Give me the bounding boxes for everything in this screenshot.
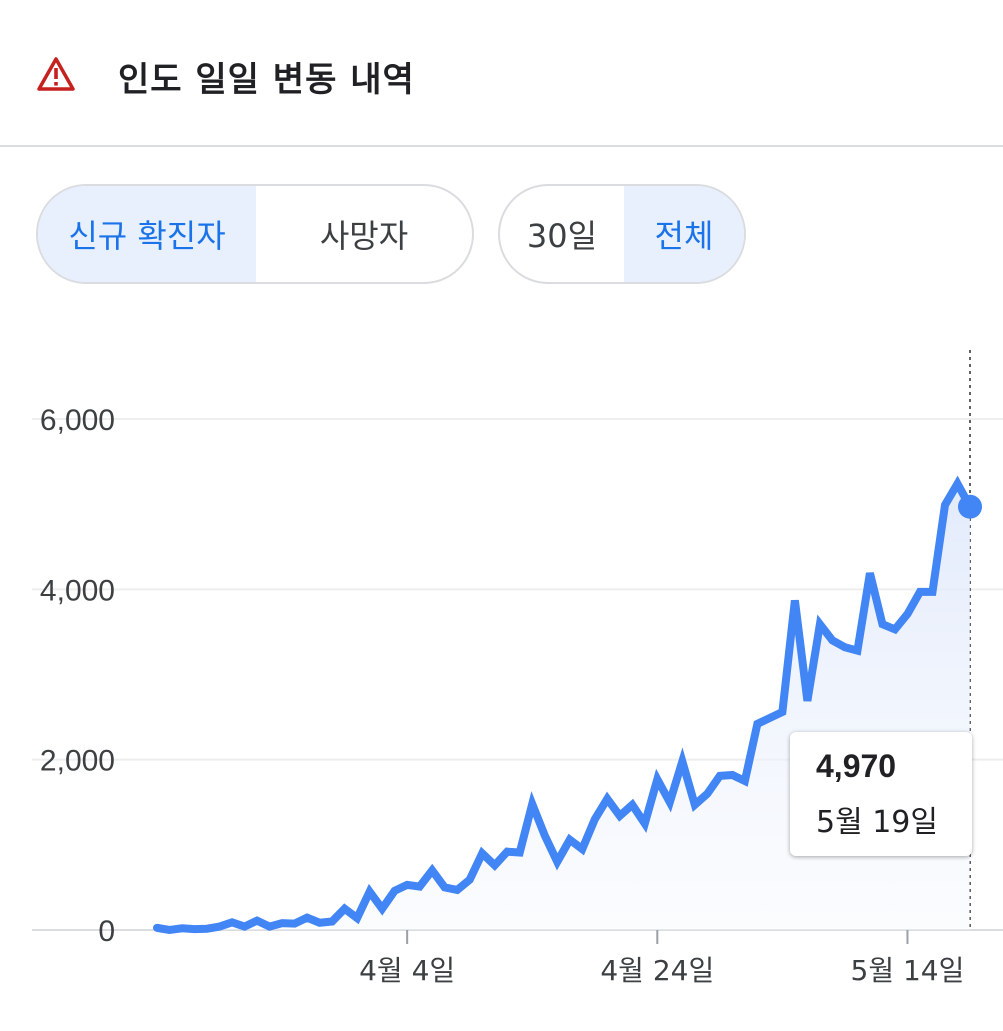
data-point	[480, 851, 484, 855]
data-point	[893, 627, 897, 631]
data-point	[293, 922, 297, 926]
data-point	[318, 921, 322, 925]
tooltip-value: 4,970	[816, 748, 897, 784]
data-point	[643, 822, 647, 826]
data-point	[555, 860, 559, 864]
tab-new-cases[interactable]: 신규 확진자	[38, 186, 256, 282]
data-point	[855, 649, 859, 653]
data-point	[568, 838, 572, 842]
data-point	[368, 890, 372, 894]
x-tick-label: 4월 24일	[600, 954, 714, 987]
data-point	[630, 803, 634, 807]
series-line	[153, 475, 974, 935]
tab-30-days[interactable]: 30일	[526, 217, 598, 255]
data-point	[818, 622, 822, 626]
data-point	[718, 774, 722, 778]
data-point	[768, 716, 772, 720]
data-point	[205, 927, 209, 931]
data-point	[255, 919, 259, 923]
data-point	[780, 710, 784, 714]
y-tick-label: 6,000	[40, 404, 115, 437]
data-point	[393, 889, 397, 893]
data-point	[793, 598, 797, 602]
data-point	[593, 817, 597, 821]
data-point	[868, 571, 872, 575]
data-point	[218, 925, 222, 929]
data-point	[755, 722, 759, 726]
data-point	[943, 503, 947, 507]
data-point	[443, 885, 447, 889]
data-point	[155, 926, 159, 930]
x-tick-label: 5월 14일	[851, 954, 965, 987]
data-point	[343, 907, 347, 911]
tab-deaths[interactable]: 사망자	[319, 217, 409, 255]
data-point	[668, 800, 672, 804]
tab-all[interactable]: 전체	[624, 186, 744, 282]
data-point	[168, 928, 172, 932]
data-point	[705, 792, 709, 796]
data-point	[430, 868, 434, 872]
chart-tooltip: 4,970 5월 19일	[790, 732, 972, 856]
data-point	[880, 622, 884, 626]
data-point	[830, 638, 834, 642]
data-point	[530, 802, 534, 806]
data-point	[418, 885, 422, 889]
data-point	[655, 777, 659, 781]
header-divider	[0, 145, 1003, 147]
y-tick-label: 0	[98, 915, 115, 948]
data-point	[693, 803, 697, 807]
data-point	[405, 883, 409, 887]
y-tick-label: 4,000	[40, 574, 115, 607]
y-tick-label: 2,000	[40, 745, 115, 778]
data-point	[330, 919, 334, 923]
highlight-point	[958, 494, 982, 519]
x-tick-label: 4월 4일	[359, 954, 455, 987]
data-point	[618, 814, 622, 818]
data-point	[930, 590, 934, 594]
data-point	[605, 797, 609, 801]
series-area	[157, 483, 970, 930]
cases-chart[interactable]: 0 2,000 4,000 6,000 4월 4일 4월 24일 5월 14일	[0, 330, 1003, 1020]
data-point	[680, 759, 684, 763]
data-point	[180, 926, 184, 930]
warning-triangle-icon	[36, 56, 76, 92]
data-point	[843, 645, 847, 649]
tooltip-date: 5월 19일	[816, 805, 938, 840]
data-point	[193, 927, 197, 931]
data-point	[518, 850, 522, 854]
metric-toggle: 신규 확진자 사망자	[36, 184, 474, 284]
data-point	[355, 916, 359, 920]
data-point	[493, 863, 497, 867]
data-point	[955, 482, 959, 486]
range-toggle: 30일 전체	[498, 184, 746, 284]
data-point	[580, 847, 584, 851]
data-point	[268, 925, 272, 929]
data-point	[305, 916, 309, 920]
data-point	[468, 878, 472, 882]
data-point	[543, 833, 547, 837]
data-point	[743, 779, 747, 783]
data-point	[243, 925, 247, 929]
data-point	[805, 699, 809, 703]
data-point	[505, 850, 509, 854]
data-point	[730, 773, 734, 777]
header: 인도 일일 변동 내역	[0, 0, 1003, 146]
page-title: 인도 일일 변동 내역	[118, 60, 415, 100]
data-point	[918, 590, 922, 594]
data-point	[455, 888, 459, 892]
data-point	[230, 920, 234, 924]
data-point	[905, 612, 909, 616]
data-point	[280, 921, 284, 925]
data-point	[380, 907, 384, 911]
